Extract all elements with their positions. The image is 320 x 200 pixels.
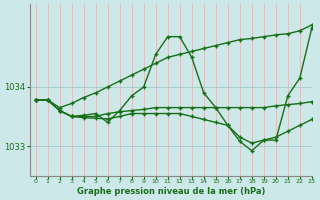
X-axis label: Graphe pression niveau de la mer (hPa): Graphe pression niveau de la mer (hPa) [76, 187, 265, 196]
